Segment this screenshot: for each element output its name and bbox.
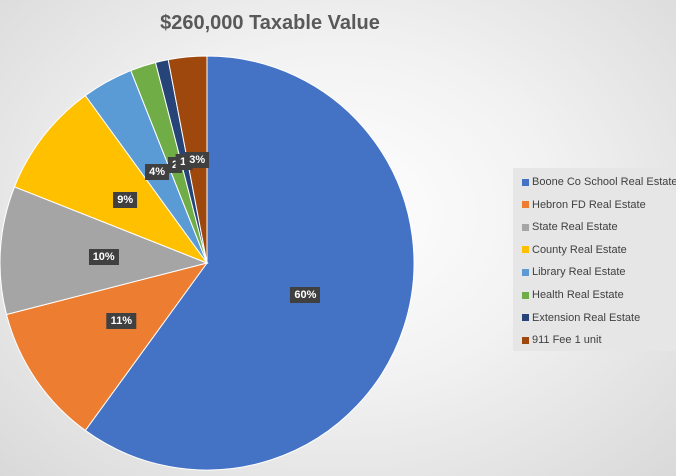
legend-item: Hebron FD Real Estate — [522, 199, 646, 211]
legend-item: Boone Co School Real Estate — [522, 176, 676, 188]
data-label: 11% — [106, 313, 137, 330]
legend-label: Extension Real Estate — [532, 311, 641, 324]
legend-label: Library Real Estate — [532, 266, 626, 279]
legend-swatch — [522, 314, 529, 322]
legend-swatch — [522, 246, 529, 254]
legend-swatch — [522, 268, 529, 276]
legend-item: 911 Fee 1 unit — [522, 334, 602, 346]
legend-swatch — [522, 201, 529, 209]
data-label: 3% — [185, 151, 210, 168]
legend: Boone Co School Real Estate Hebron FD Rea… — [513, 168, 676, 351]
legend-label: Boone Co School Real Estate — [532, 176, 676, 188]
chart-title: $260,000 Taxable Value — [160, 12, 380, 34]
legend-item: Health Real Estate — [522, 289, 624, 301]
legend-label: 911 Fee 1 unit — [532, 334, 602, 347]
legend-item: Extension Real Estate — [522, 312, 640, 324]
legend-swatch — [522, 291, 529, 299]
legend-item: County Real Estate — [522, 244, 627, 256]
legend-swatch — [522, 336, 529, 344]
legend-swatch — [522, 223, 529, 231]
data-label: 60% — [290, 286, 321, 303]
data-label: 9% — [113, 191, 138, 208]
legend-label: State Real Estate — [532, 221, 618, 234]
legend-label: County Real Estate — [532, 243, 627, 256]
data-label: 10% — [88, 248, 119, 265]
pie-slice — [84, 55, 415, 471]
legend-label: Hebron FD Real Estate — [532, 198, 646, 211]
data-label: 4% — [145, 164, 170, 181]
legend-item: Library Real Estate — [522, 266, 626, 278]
legend-item: State Real Estate — [522, 221, 618, 233]
legend-swatch — [522, 178, 529, 186]
legend-label: Health Real Estate — [532, 289, 624, 301]
pie-slice — [13, 94, 209, 265]
pie-slice — [5, 262, 209, 432]
